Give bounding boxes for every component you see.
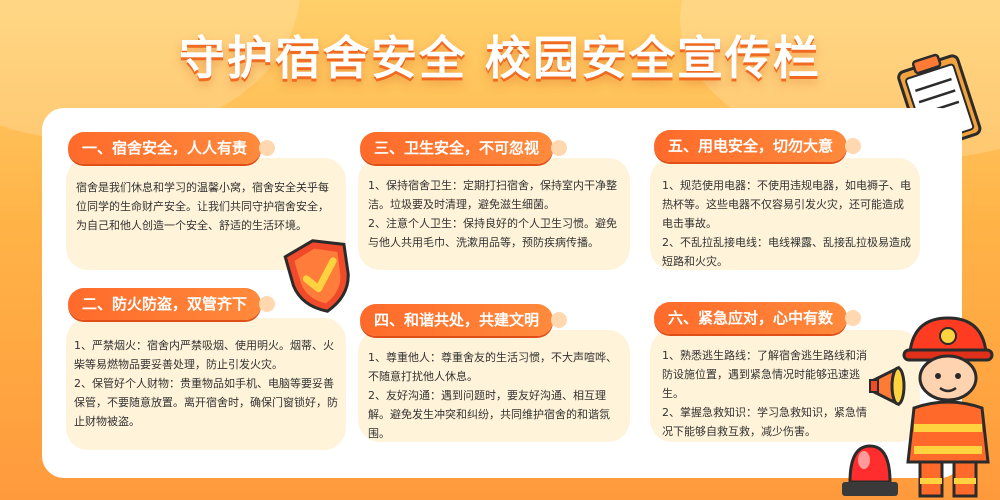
- section-heading-6: 六、紧急应对，心中有数: [654, 302, 862, 334]
- section-text-1: 宿舍是我们休息和学习的温馨小窝，宿舍安全关乎每位同学的生命财产安全。让我们共同守…: [76, 181, 329, 232]
- section-heading-2: 二、防火防盗，双管齐下: [68, 288, 276, 320]
- section-heading-1: 一、宿舍安全，人人有责: [68, 132, 276, 164]
- shield-check-icon: [283, 239, 350, 313]
- section-heading-3: 三、卫生安全，不可忽视: [360, 132, 568, 164]
- alarm-light-icon: [842, 444, 898, 496]
- section-heading-4: 四、和谐共处，共建文明: [360, 304, 568, 336]
- section-text-4: 1、尊重他人：尊重舍友的生活习惯，不大声喧哗、不随意打扰他人休息。 2、友好沟通…: [368, 351, 617, 440]
- firefighter-illustration: [902, 316, 994, 498]
- section-text-5: 1、规范使用电器：不使用违规电器，如电褥子、电热杯等。这些电器不仅容易引发火灾，…: [662, 179, 911, 268]
- page-title: 守护宿舍安全 校园安全宣传栏: [178, 31, 821, 85]
- section-card-2: [66, 318, 346, 450]
- section-card-4: [358, 330, 630, 442]
- section-text-3: 1、保持宿舍卫生：定期打扫宿舍，保持室内干净整洁。垃圾要及时清理，避免滋生细菌。…: [368, 179, 617, 249]
- section-text-6: 1、熟悉逃生路线：了解宿舍逃生路线和消防设施位置，遇到紧急情况时能够迅速逃生。 …: [662, 349, 867, 438]
- section-heading-5: 五、用电安全，切勿大意: [654, 130, 862, 162]
- section-card-5: [650, 158, 920, 270]
- section-card-3: [358, 158, 630, 270]
- megaphone-icon: [869, 365, 906, 407]
- section-text-2: 1、严禁烟火：宿舍内严禁吸烟、使用明火。烟蒂、火柴等易燃物品要妥善处理，防止引发…: [74, 339, 338, 428]
